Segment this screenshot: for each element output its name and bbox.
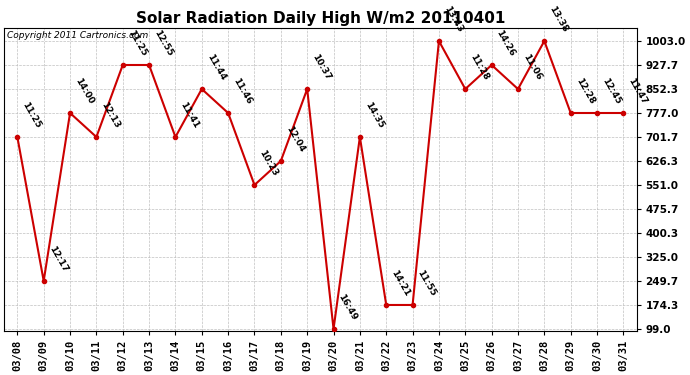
Text: 11:25: 11:25 [21,100,43,130]
Text: 12:28: 12:28 [574,76,596,106]
Text: 12:45: 12:45 [600,76,622,106]
Text: 11:46: 11:46 [231,76,253,106]
Text: 13:38: 13:38 [547,4,570,34]
Text: 12:55: 12:55 [152,28,175,58]
Text: 13:43: 13:43 [442,4,464,34]
Text: Copyright 2011 Cartronics.com: Copyright 2011 Cartronics.com [8,31,148,40]
Text: 12:17: 12:17 [47,244,69,274]
Text: 14:21: 14:21 [389,268,411,298]
Text: 11:25: 11:25 [126,28,148,58]
Text: 11:47: 11:47 [627,76,649,106]
Text: 11:55: 11:55 [416,268,438,298]
Text: 12:13: 12:13 [99,100,121,130]
Text: 11:44: 11:44 [205,52,227,82]
Text: 10:23: 10:23 [257,148,279,178]
Text: 11:41: 11:41 [179,100,201,130]
Text: 16:49: 16:49 [337,292,359,322]
Text: 14:26: 14:26 [495,28,517,58]
Text: 14:00: 14:00 [73,76,95,106]
Title: Solar Radiation Daily High W/m2 20110401: Solar Radiation Daily High W/m2 20110401 [136,11,505,26]
Text: 14:35: 14:35 [363,100,385,130]
Text: 12:04: 12:04 [284,124,306,154]
Text: 11:06: 11:06 [521,53,543,82]
Text: 10:37: 10:37 [310,53,333,82]
Text: 11:28: 11:28 [469,53,491,82]
